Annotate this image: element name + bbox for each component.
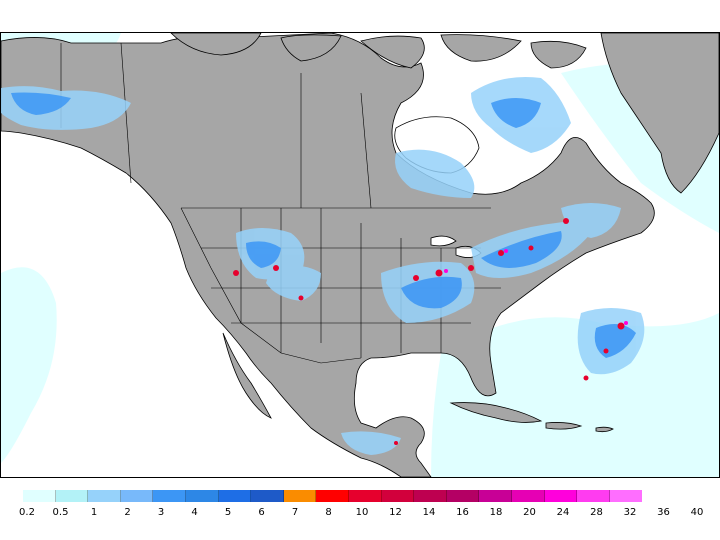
legend-tick-label: 20	[523, 507, 536, 518]
legend-swatch	[381, 490, 415, 502]
legend-swatch	[23, 490, 56, 502]
precip-medium-blue	[11, 92, 636, 358]
legend-swatch	[218, 490, 252, 502]
precipitation-map	[0, 32, 720, 478]
legend-swatch	[251, 490, 284, 502]
legend-tick-label: 10	[355, 507, 369, 518]
legend-swatch	[414, 490, 447, 502]
legend-tick-label: 40	[690, 507, 704, 518]
legend-tick-label: 2	[124, 507, 131, 518]
color-scale-bar	[23, 490, 643, 502]
legend-swatch	[544, 490, 578, 502]
ocean-precip-light	[1, 33, 719, 477]
legend-tick-label: 7	[291, 507, 299, 518]
legend-swatch	[185, 490, 219, 502]
legend-tick-label: 4	[191, 507, 198, 518]
precip-heavy-magenta	[233, 218, 625, 445]
legend-tick-label: 14	[422, 507, 436, 518]
legend-tick-label: 12	[389, 507, 402, 518]
legend-tick-label: 36	[657, 507, 670, 518]
legend-swatch	[316, 490, 349, 502]
legend-tick-label: 0.5	[52, 507, 69, 518]
legend-tick-label: 18	[489, 507, 503, 518]
legend-swatch	[348, 490, 382, 502]
legend-tick-label: 8	[325, 507, 332, 518]
landmass	[1, 33, 719, 477]
legend-tick-label: 28	[590, 507, 603, 518]
legend-tick-label: 32	[623, 507, 637, 518]
legend-swatch	[577, 490, 610, 502]
legend-swatch	[609, 490, 643, 502]
legend-swatch	[55, 490, 89, 502]
legend-tick-label: 1	[90, 507, 98, 518]
legend-swatch	[283, 490, 317, 502]
legend-swatch	[120, 490, 154, 502]
legend-tick-label: 5	[224, 507, 232, 518]
legend-swatch	[153, 490, 186, 502]
legend-swatch	[479, 490, 512, 502]
legend-swatch	[511, 490, 545, 502]
legend-tick-label: 6	[258, 507, 265, 518]
legend-tick-label: 3	[157, 507, 165, 518]
legend-swatch	[446, 490, 480, 502]
map-canvas	[1, 33, 719, 477]
legend-tick-label: 16	[456, 507, 469, 518]
legend-swatch	[88, 490, 121, 502]
legend-tick-label: 0.2	[19, 507, 35, 518]
color-scale-labels: 0.2 0.5 1 2 3 4 5 6 7 8 10 12 14 16 18 20 24 28 32 36 40	[0, 507, 720, 523]
precip-peak-pink	[444, 249, 628, 325]
legend-tick-label: 24	[556, 507, 570, 518]
